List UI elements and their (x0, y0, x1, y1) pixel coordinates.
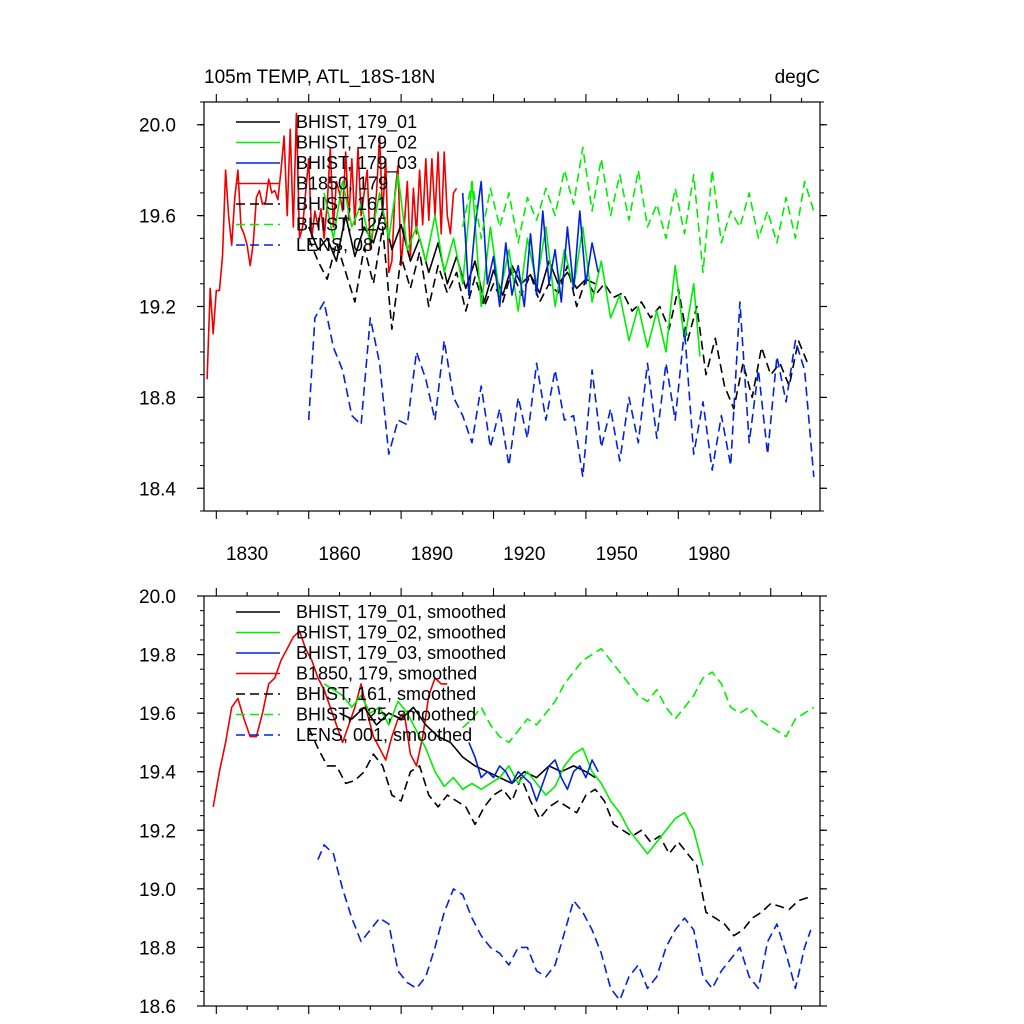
series-line-bottom-2 (339, 706, 596, 785)
legend-label: BHIST, 179_02 (296, 133, 417, 154)
legend-label: BHIST, 179_03, smoothed (296, 643, 506, 664)
x-tick-label: 1830 (226, 544, 268, 565)
bottom-axes: 18.6 18.8 19.0 19.2 19.4 19.6 19.8 20.0 (139, 587, 827, 1018)
y-tick-label: 20.0 (139, 587, 176, 608)
y-tick-label: 19.8 (139, 646, 176, 667)
legend-label: BHIST, 179_02, smoothed (296, 623, 506, 644)
legend-label: B1850, 179 (296, 174, 388, 194)
y-tick-label: 18.8 (139, 938, 176, 959)
y-tick-label: 18.4 (139, 479, 176, 500)
legend-label: B1850, 179, smoothed (296, 664, 477, 684)
y-tick-label: 19.0 (139, 880, 176, 901)
y-tick-label: 18.8 (139, 388, 176, 409)
series-line-top-0 (206, 112, 458, 380)
x-tick-label: 1890 (411, 544, 453, 565)
chart-title: 105m TEMP, ATL_18S-18N (204, 67, 435, 88)
series-line-bottom-6 (317, 844, 812, 1001)
legend-label: BHIST, 179_01, smoothed (296, 602, 506, 623)
series-line-top-5 (461, 146, 815, 274)
y-tick-label: 19.4 (139, 763, 176, 784)
series-line-bottom-3 (323, 683, 704, 866)
legend-label: LENS, 001, smoothed (296, 725, 472, 745)
top-panel: 105m TEMP, ATL_18S-18N degC 18.4 18.8 19.2… (139, 67, 827, 565)
series-line-top-4 (461, 180, 599, 308)
y-tick-label: 18.6 (139, 997, 176, 1018)
y-tick-label: 19.6 (139, 207, 176, 228)
legend-label: BHIST, 179_01 (296, 112, 417, 133)
legend-label: BHIST, 179_03 (296, 153, 417, 174)
series-line-top-6 (307, 301, 815, 478)
legend-label: BHIST, 125, smoothed (296, 705, 476, 725)
series-line-bottom-0 (212, 630, 448, 808)
series-line-bottom-5 (462, 647, 815, 744)
legend-label: BHIST, 125 (296, 215, 387, 235)
y-tick-label: 19.6 (139, 704, 176, 725)
x-tick-label: 1860 (318, 544, 360, 565)
top-series-lines (206, 112, 815, 478)
series-line-top-1 (307, 226, 809, 410)
legend-label: LENS, 08 (296, 235, 373, 255)
x-tick-label: 1920 (503, 544, 545, 565)
bottom-series-lines (212, 630, 815, 1001)
y-tick-label: 19.2 (139, 821, 176, 842)
units-label: degC (775, 67, 820, 88)
legend-label: BHIST, 161 (296, 194, 387, 214)
legend-label: BHIST, 161, smoothed (296, 684, 476, 704)
x-tick-label: 1950 (596, 544, 638, 565)
series-line-bottom-4 (468, 742, 599, 802)
series-line-top-3 (323, 173, 701, 357)
y-tick-label: 19.2 (139, 298, 176, 319)
bottom-panel: 18.6 18.8 19.0 19.2 19.4 19.6 19.8 20.0 BHIST, … (139, 587, 827, 1018)
series-line-bottom-1 (307, 727, 808, 937)
top-axes: 18.4 18.8 19.2 19.6 20.0 1830 1860 1890 1920 1950… (139, 94, 827, 565)
x-tick-label: 1980 (688, 544, 730, 565)
y-tick-label: 20.0 (139, 116, 176, 137)
